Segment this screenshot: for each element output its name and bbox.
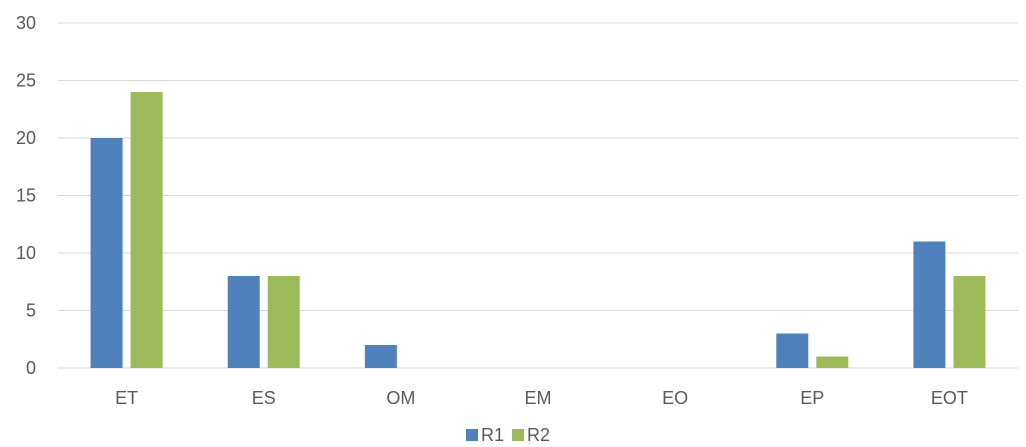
x-tick-label: EOT (931, 388, 968, 408)
bar-r1-om (364, 345, 397, 368)
x-tick-label: ES (252, 388, 276, 408)
legend-swatch-r1 (466, 429, 478, 441)
y-tick-label: 5 (26, 301, 36, 321)
bar-r1-eot (913, 241, 946, 368)
x-tick-label: ET (115, 388, 138, 408)
bar-r1-es (227, 276, 260, 368)
bar-r1-ep (776, 333, 809, 368)
x-tick-label: EM (525, 388, 552, 408)
x-tick-label: OM (386, 388, 415, 408)
y-tick-label: 30 (16, 13, 36, 33)
gridlines (58, 22, 1018, 369)
bars (90, 92, 986, 368)
bar-r2-eot (953, 276, 986, 368)
y-axis-ticks: 0 5 10 15 20 25 30 (16, 13, 36, 378)
bar-r2-et (130, 92, 163, 368)
legend-label-r2: R2 (527, 425, 550, 445)
bar-r1-et (90, 138, 123, 368)
bar-r2-ep (816, 356, 849, 368)
y-tick-label: 0 (26, 358, 36, 378)
legend-swatch-r2 (512, 429, 524, 441)
legend-label-r1: R1 (481, 425, 504, 445)
y-tick-label: 20 (16, 128, 36, 148)
y-tick-label: 15 (16, 186, 36, 206)
bar-r2-es (267, 276, 300, 368)
x-tick-label: EO (662, 388, 688, 408)
x-axis-ticks: ET ES OM EM EO EP EOT (115, 388, 968, 408)
y-tick-label: 10 (16, 243, 36, 263)
legend: R1 R2 (466, 425, 550, 445)
y-tick-label: 25 (16, 71, 36, 91)
x-tick-label: EP (800, 388, 824, 408)
